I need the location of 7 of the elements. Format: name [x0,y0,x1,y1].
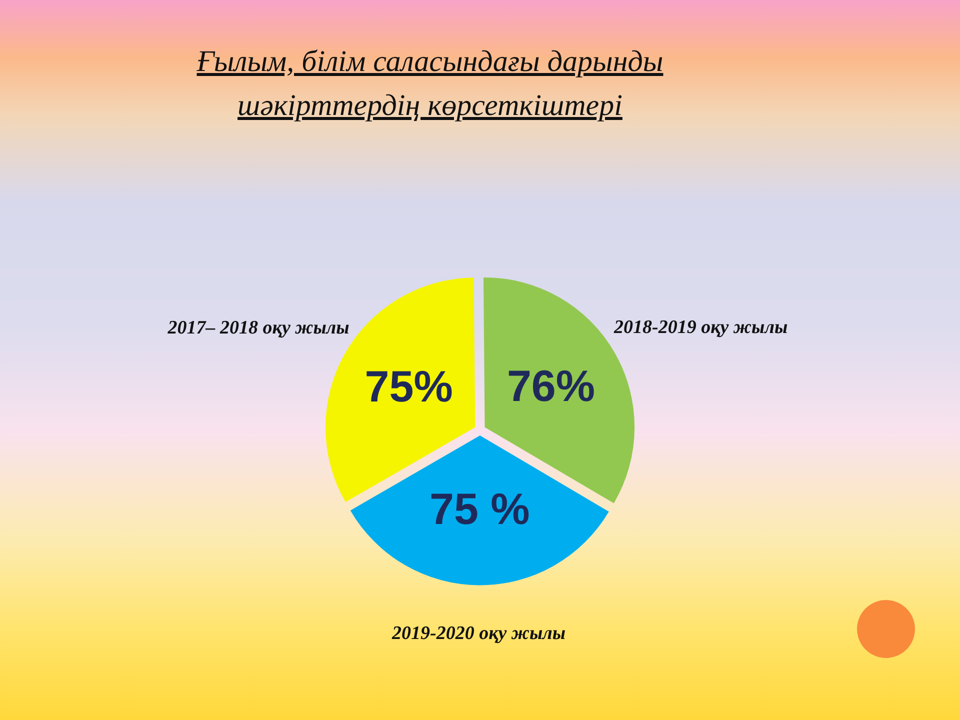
data-label: 75 % [429,485,530,534]
slice-label: 2019-2020 оқу жылы [391,622,566,644]
slice-label: 2017– 2018 оқу жылы [166,318,350,339]
data-label: 75% [364,362,453,412]
slice-label: 2018-2019 оқу жылы [613,316,788,338]
chart-title: Ғылым, білім саласындағы дарынды шәкірттердің көрсеткіштері [196,44,664,124]
data-label: 76% [506,362,596,412]
